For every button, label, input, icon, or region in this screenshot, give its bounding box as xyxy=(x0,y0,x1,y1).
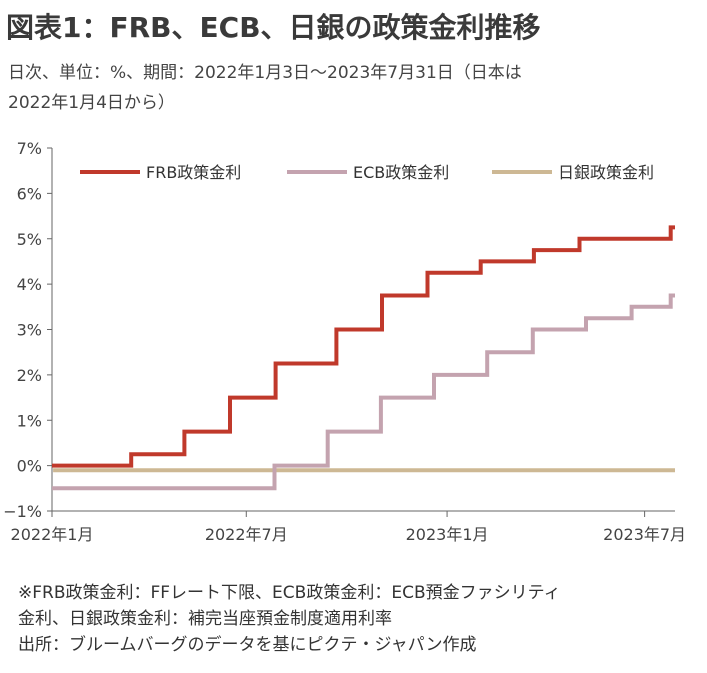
y-tick-label: −1% xyxy=(3,502,42,521)
legend-label-ecb: ECB政策金利 xyxy=(353,163,449,182)
policy-rate-chart: 7% 6% 5% 4% 3% 2% 1% 0% −1% 2022年1月 2022年7月 2023年1月… xyxy=(3,139,686,544)
y-tick-label: 3% xyxy=(17,321,42,340)
legend-label-boj: 日銀政策金利 xyxy=(558,163,654,182)
legend-label-frb: FRB政策金利 xyxy=(146,163,241,182)
series-line-frb xyxy=(52,225,675,468)
y-tick-label: 0% xyxy=(17,457,42,476)
chart-subtitle-line2: 2022年1月4日から） xyxy=(8,93,175,113)
chart-notes: ※FRB政策金利：FFレート下限、ECB政策金利：ECB預金ファシリティ 金利、… xyxy=(18,580,561,658)
y-tick-label: 5% xyxy=(17,230,42,249)
y-tick-label: 1% xyxy=(17,411,42,430)
y-tick-label: 7% xyxy=(17,139,42,158)
x-tick-label: 2022年7月 xyxy=(205,525,288,544)
note-line-3: 出所：ブルームバーグのデータを基にピクテ・ジャパン作成 xyxy=(18,635,477,655)
note-line-2: 金利、日銀政策金利：補完当座預金制度適用利率 xyxy=(18,609,392,629)
series-line-ecb xyxy=(52,293,675,491)
x-tick-label: 2023年7月 xyxy=(603,525,686,544)
y-tick-label: 6% xyxy=(17,184,42,203)
chart-title: 図表1：FRB、ECB、日銀の政策金利推移 xyxy=(6,11,541,44)
y-tick-label: 4% xyxy=(17,275,42,294)
y-tick-label: 2% xyxy=(17,366,42,385)
note-line-1: ※FRB政策金利：FFレート下限、ECB政策金利：ECB預金ファシリティ xyxy=(18,583,561,603)
chart-subtitle-line1: 日次、単位：%、期間：2022年1月3日～2023年7月31日（日本は xyxy=(8,63,522,83)
x-tick-label: 2022年1月 xyxy=(11,525,94,544)
x-tick-label: 2023年1月 xyxy=(406,525,489,544)
